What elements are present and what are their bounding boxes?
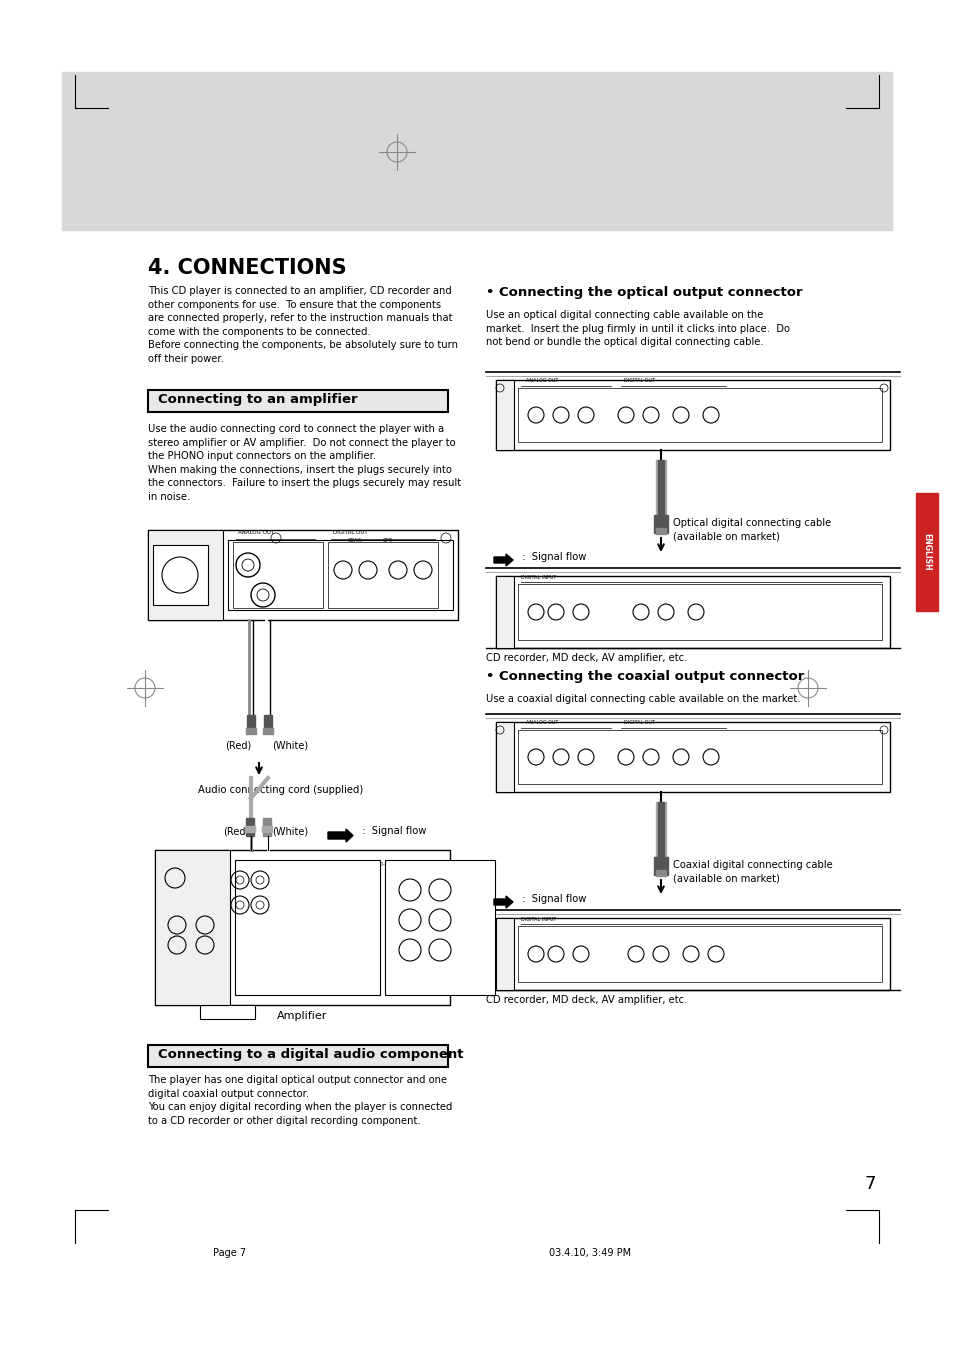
Text: • Connecting the coaxial output connector: • Connecting the coaxial output connecto… xyxy=(485,670,803,683)
Text: Audio connecting cord (supplied): Audio connecting cord (supplied) xyxy=(198,784,363,795)
Text: The player has one digital optical output connector and one
digital coaxial outp: The player has one digital optical outpu… xyxy=(148,1075,452,1126)
Text: :  Signal flow: : Signal flow xyxy=(516,552,586,562)
Bar xyxy=(496,379,889,450)
Text: • Connecting the optical output connector: • Connecting the optical output connecto… xyxy=(485,286,801,298)
Text: Connecting to an amplifier: Connecting to an amplifier xyxy=(158,393,357,406)
Bar xyxy=(658,802,663,857)
Bar xyxy=(62,72,891,230)
Bar xyxy=(246,818,253,836)
Bar xyxy=(496,722,889,792)
Bar xyxy=(200,1004,254,1019)
Bar xyxy=(148,1045,448,1066)
Text: Use the audio connecting cord to connect the player with a
stereo amplifier or A: Use the audio connecting cord to connect… xyxy=(148,424,460,502)
Text: This CD player is connected to an amplifier, CD recorder and
other components fo: This CD player is connected to an amplif… xyxy=(148,286,457,364)
Text: ANALOG OUT: ANALOG OUT xyxy=(525,720,558,725)
Bar xyxy=(148,531,457,620)
Text: 7: 7 xyxy=(863,1174,875,1193)
Bar xyxy=(264,716,272,733)
Text: Optical digital connecting cable
(available on market): Optical digital connecting cable (availa… xyxy=(672,518,830,541)
Bar xyxy=(233,541,323,608)
Text: Page 7: Page 7 xyxy=(213,1247,246,1258)
Bar xyxy=(656,460,665,514)
Text: PHONO: PHONO xyxy=(170,915,190,919)
Bar xyxy=(496,918,514,990)
Bar xyxy=(656,528,665,535)
Text: CD: CD xyxy=(236,863,246,867)
Text: :  Signal flow: : Signal flow xyxy=(355,826,426,836)
Text: TUNER: TUNER xyxy=(285,863,301,867)
Bar xyxy=(246,728,255,734)
Text: Amplifier: Amplifier xyxy=(276,1011,327,1021)
Bar xyxy=(154,850,450,1004)
Bar xyxy=(152,545,208,605)
Text: CD recorder, MD deck, AV amplifier, etc.: CD recorder, MD deck, AV amplifier, etc. xyxy=(485,653,687,663)
Bar xyxy=(496,576,889,648)
Bar xyxy=(496,576,514,648)
Text: DIGITAL OUT: DIGITAL OUT xyxy=(333,531,367,535)
Bar xyxy=(328,541,437,608)
Bar xyxy=(234,860,379,995)
Bar xyxy=(263,728,273,734)
Text: 4. CONNECTIONS: 4. CONNECTIONS xyxy=(148,258,346,278)
Text: :  Signal flow: : Signal flow xyxy=(516,894,586,904)
Text: DIGITAL INPUT: DIGITAL INPUT xyxy=(520,917,556,922)
Bar xyxy=(658,460,663,514)
Bar xyxy=(262,826,272,832)
Bar xyxy=(517,926,882,981)
Bar xyxy=(496,722,514,792)
Bar xyxy=(154,850,230,1004)
Bar xyxy=(517,387,882,441)
Text: DIGITAL INPUT: DIGITAL INPUT xyxy=(520,575,556,580)
Polygon shape xyxy=(494,896,513,909)
Text: Use a coaxial digital connecting cable available on the market.: Use a coaxial digital connecting cable a… xyxy=(485,694,800,703)
Text: COAX.: COAX. xyxy=(348,539,363,543)
Text: DIGITAL OUT: DIGITAL OUT xyxy=(623,720,655,725)
Polygon shape xyxy=(494,554,513,566)
Bar xyxy=(245,826,254,832)
Text: MD/TAPE: MD/TAPE xyxy=(350,863,372,867)
Text: GND: GND xyxy=(170,865,182,869)
Text: ANALOG OUT: ANALOG OUT xyxy=(237,531,274,535)
Text: DIGITAL OUT: DIGITAL OUT xyxy=(623,378,655,383)
Text: Coaxial digital connecting cable
(available on market): Coaxial digital connecting cable (availa… xyxy=(672,860,832,883)
Bar xyxy=(517,585,882,640)
Text: (Red): (Red) xyxy=(225,740,251,751)
Bar xyxy=(654,514,667,533)
Text: CD-R: CD-R xyxy=(376,863,389,867)
Bar xyxy=(148,390,448,412)
Bar xyxy=(656,869,665,876)
Text: ENGLISH: ENGLISH xyxy=(922,533,930,571)
Bar xyxy=(247,716,254,733)
Text: Connecting to a digital audio component: Connecting to a digital audio component xyxy=(158,1048,463,1061)
Bar xyxy=(228,540,453,610)
Text: OPT.: OPT. xyxy=(382,539,393,543)
Text: (White): (White) xyxy=(272,826,308,836)
Polygon shape xyxy=(328,829,353,842)
Bar xyxy=(385,860,495,995)
Bar xyxy=(263,818,271,836)
Bar xyxy=(148,531,223,620)
Text: (White): (White) xyxy=(272,740,308,751)
Bar xyxy=(915,493,937,612)
Bar xyxy=(496,379,514,450)
Bar xyxy=(654,857,667,875)
Text: (Red): (Red) xyxy=(222,826,249,836)
Text: CD recorder, MD deck, AV amplifier, etc.: CD recorder, MD deck, AV amplifier, etc. xyxy=(485,995,687,1004)
Text: AUX: AUX xyxy=(316,863,327,867)
Text: ANALOG OUT: ANALOG OUT xyxy=(525,378,558,383)
Bar xyxy=(656,802,665,857)
Bar xyxy=(517,730,882,784)
Bar xyxy=(496,918,889,990)
Text: Use an optical digital connecting cable available on the
market.  Insert the plu: Use an optical digital connecting cable … xyxy=(485,310,789,347)
Text: 03.4.10, 3:49 PM: 03.4.10, 3:49 PM xyxy=(548,1247,630,1258)
